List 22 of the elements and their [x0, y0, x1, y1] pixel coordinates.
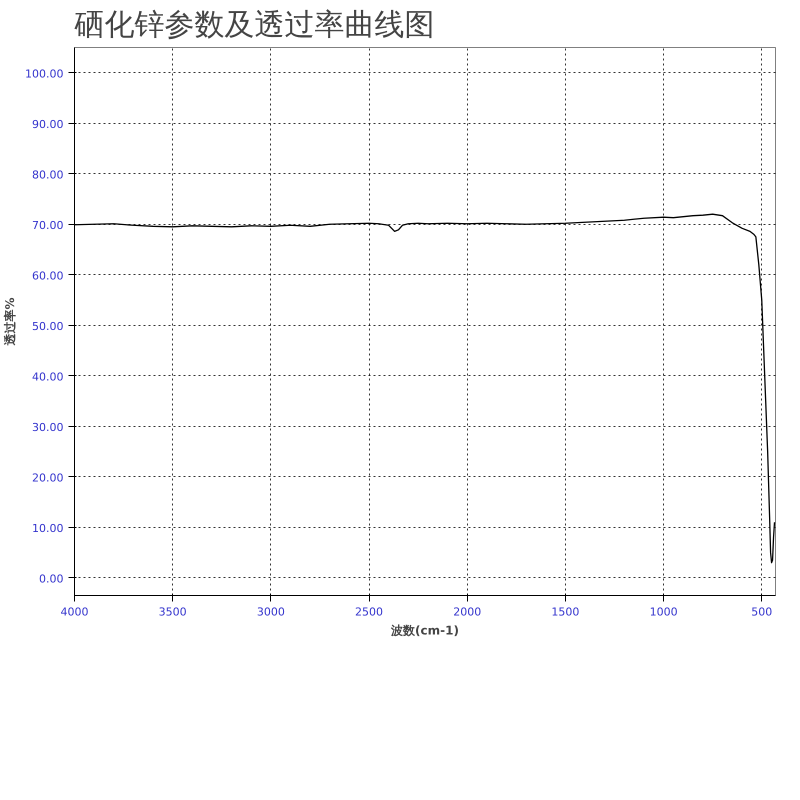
- x-tick-label: 3500: [158, 606, 187, 618]
- x-tick-label: 500: [751, 606, 772, 618]
- y-tick-label: 70.00: [32, 218, 64, 232]
- x-axis-title: 波数(cm-1): [390, 624, 459, 638]
- y-tick-label: 90.00: [32, 118, 64, 131]
- x-tick-label: 3000: [256, 606, 285, 618]
- chart-title: 硒化锌参数及透过率曲线图: [74, 8, 434, 42]
- x-tick-label: 1500: [551, 606, 580, 618]
- y-axis-title: 透过率%: [3, 297, 18, 347]
- x-tick-label: 4000: [60, 606, 89, 618]
- x-tick-label: 1000: [650, 606, 678, 618]
- x-tick-label: 2000: [453, 606, 482, 618]
- y-tick-label: 0.00: [39, 572, 64, 586]
- y-tick-label: 20.00: [32, 471, 64, 484]
- y-tick-label: 10.00: [32, 522, 64, 535]
- y-tick-label: 60.00: [32, 269, 64, 282]
- y-tick-label: 30.00: [32, 420, 64, 434]
- y-tick-label: 50.00: [32, 320, 64, 333]
- y-tick-label: 100.00: [25, 67, 64, 80]
- y-tick-label: 80.00: [32, 168, 64, 182]
- x-tick-label: 2500: [355, 606, 384, 618]
- y-tick-label: 40.00: [32, 370, 64, 384]
